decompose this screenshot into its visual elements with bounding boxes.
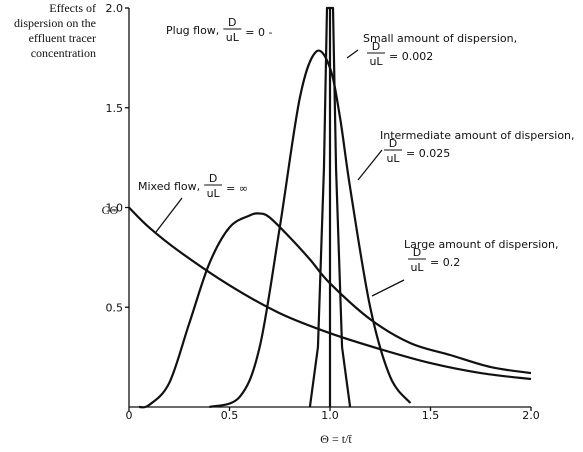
pointer-line: [371, 279, 405, 297]
series-label: Small amount of dispersion,: [363, 32, 517, 45]
annotation-large: Large amount of dispersion,DuL = 0.2: [371, 238, 559, 297]
frac-denominator: uL: [369, 55, 383, 68]
frac-numerator: D: [389, 137, 397, 150]
curve-large: [138, 212, 532, 409]
frac-denominator: uL: [226, 31, 240, 44]
frac-numerator: D: [228, 16, 236, 29]
x-tick-label: 1.0: [321, 409, 339, 422]
x-axis-label: Θ = t/t̄: [320, 432, 352, 446]
param-value: = 0 -: [245, 26, 272, 39]
curve-intermediate: [209, 49, 412, 409]
axis-ticks: 0 0.5 1.0 1.5 2.0 0.5 1.0 1.5 2.0: [106, 2, 540, 422]
title-line: Effects of: [49, 1, 96, 15]
x-tick-label: 0: [126, 409, 133, 422]
x-tick-label: 1.5: [422, 409, 440, 422]
y-tick-label: 1.5: [106, 102, 124, 115]
title-line: effluent tracer: [29, 31, 96, 45]
y-tick-label: 0.5: [106, 301, 124, 314]
series-curves: [128, 6, 532, 409]
title-line: dispersion on the: [14, 16, 96, 30]
annotation-mixed: Mixed flow, DuL = ∞: [138, 172, 248, 233]
y-tick-label: 2.0: [106, 2, 124, 15]
x-tick-label: 2.0: [522, 409, 540, 422]
frac-denominator: uL: [386, 152, 400, 165]
frac-denominator: uL: [410, 261, 424, 274]
annotation-small: Small amount of dispersion,DuL = 0.002: [346, 32, 517, 68]
x-tick-label: 0.5: [221, 409, 239, 422]
frac-numerator: D: [413, 246, 421, 259]
y-axis-label: CΘ: [102, 203, 119, 217]
curve-small: [308, 6, 352, 408]
pointer-line: [346, 49, 359, 59]
title-line: concentration: [31, 46, 96, 60]
param-value: = 0.2: [430, 256, 460, 269]
series-label: Plug flow,: [166, 24, 219, 37]
frac-numerator: D: [372, 40, 380, 53]
pointer-line: [357, 149, 383, 181]
frac-denominator: uL: [207, 187, 221, 200]
frac-numerator: D: [209, 172, 217, 185]
param-value: = 0.002: [389, 50, 433, 63]
y-tick-label: 1.0: [106, 202, 124, 215]
series-label: Intermediate amount of dispersion,: [380, 129, 575, 142]
param-value: = ∞: [226, 182, 248, 195]
annotation-intermediate: Intermediate amount of dispersion,DuL = 0…: [357, 129, 575, 181]
annotation-plug: Plug flow, DuL = 0 -: [166, 16, 273, 44]
curve-mixed: [128, 206, 532, 381]
pointer-line: [155, 197, 183, 233]
series-label: Large amount of dispersion,: [404, 238, 559, 251]
series-annotations: Plug flow, DuL = 0 - Small amount of disper…: [138, 16, 575, 297]
series-label: Mixed flow,: [138, 180, 200, 193]
param-value: = 0.025: [406, 147, 450, 160]
